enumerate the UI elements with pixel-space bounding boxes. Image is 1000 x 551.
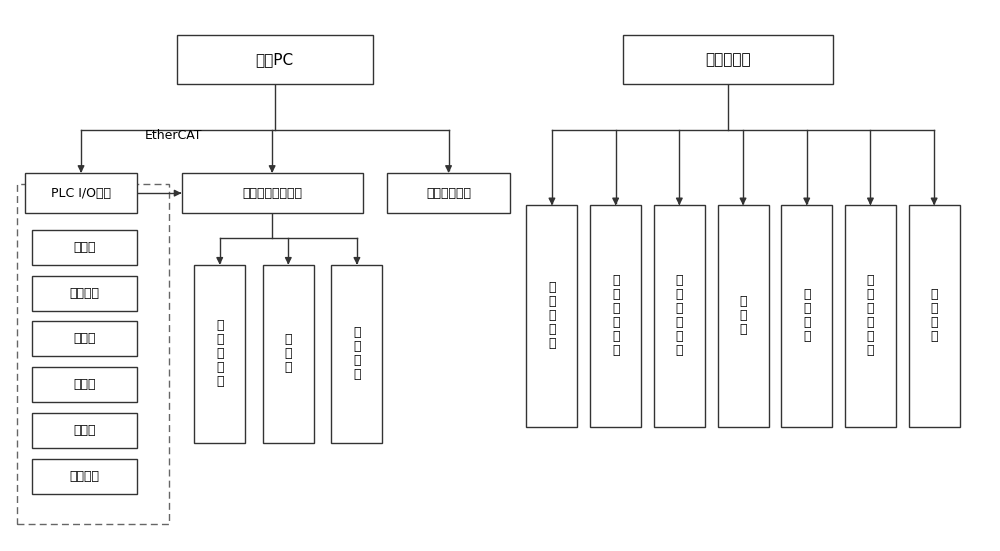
- Text: 滤波器: 滤波器: [73, 332, 96, 345]
- Text: 激
光
雷
达: 激 光 雷 达: [930, 289, 938, 343]
- Text: 移动机器人: 移动机器人: [705, 52, 751, 67]
- FancyBboxPatch shape: [331, 264, 382, 443]
- Text: 编
码
器: 编 码 器: [739, 295, 747, 337]
- FancyBboxPatch shape: [32, 276, 137, 311]
- FancyBboxPatch shape: [32, 321, 137, 356]
- FancyBboxPatch shape: [32, 413, 137, 449]
- Text: 无
线
通
信
模
块: 无 线 通 信 模 块: [676, 274, 683, 358]
- FancyBboxPatch shape: [182, 173, 363, 213]
- FancyBboxPatch shape: [177, 35, 373, 84]
- Text: 控
制
开
关: 控 制 开 关: [353, 326, 361, 381]
- Text: EtherCAT: EtherCAT: [145, 128, 203, 142]
- Text: 惯
性
测
量
单
元: 惯 性 测 量 单 元: [867, 274, 874, 358]
- Text: 继电器: 继电器: [73, 424, 96, 437]
- FancyBboxPatch shape: [32, 459, 137, 494]
- Text: 嵌
入
式
控
制
器: 嵌 入 式 控 制 器: [612, 274, 619, 358]
- FancyBboxPatch shape: [194, 264, 245, 443]
- Text: PLC I/O模块: PLC I/O模块: [51, 187, 111, 199]
- Text: 嵌入式运动控制器: 嵌入式运动控制器: [242, 187, 302, 199]
- Text: 接触器: 接触器: [73, 379, 96, 391]
- Text: 无线通信模块: 无线通信模块: [426, 187, 471, 199]
- FancyBboxPatch shape: [590, 206, 641, 426]
- FancyBboxPatch shape: [845, 206, 896, 426]
- FancyBboxPatch shape: [25, 173, 137, 213]
- FancyBboxPatch shape: [718, 206, 769, 426]
- Text: 机
载
计
算
机: 机 载 计 算 机: [548, 282, 556, 350]
- Text: 开关电源: 开关电源: [69, 470, 99, 483]
- FancyBboxPatch shape: [32, 230, 137, 264]
- FancyBboxPatch shape: [909, 206, 960, 426]
- Text: 伺
服
驱
动
器: 伺 服 驱 动 器: [216, 319, 223, 388]
- FancyBboxPatch shape: [387, 173, 510, 213]
- Text: 空气开关: 空气开关: [69, 287, 99, 300]
- Text: 传
感
器: 传 感 器: [285, 333, 292, 374]
- FancyBboxPatch shape: [654, 206, 705, 426]
- Text: 变压器: 变压器: [73, 241, 96, 253]
- FancyBboxPatch shape: [781, 206, 832, 426]
- Text: 工业PC: 工业PC: [256, 52, 294, 67]
- FancyBboxPatch shape: [263, 264, 314, 443]
- FancyBboxPatch shape: [32, 368, 137, 402]
- FancyBboxPatch shape: [526, 206, 577, 426]
- Text: 电
机
驱
动: 电 机 驱 动: [803, 289, 810, 343]
- FancyBboxPatch shape: [622, 35, 833, 84]
